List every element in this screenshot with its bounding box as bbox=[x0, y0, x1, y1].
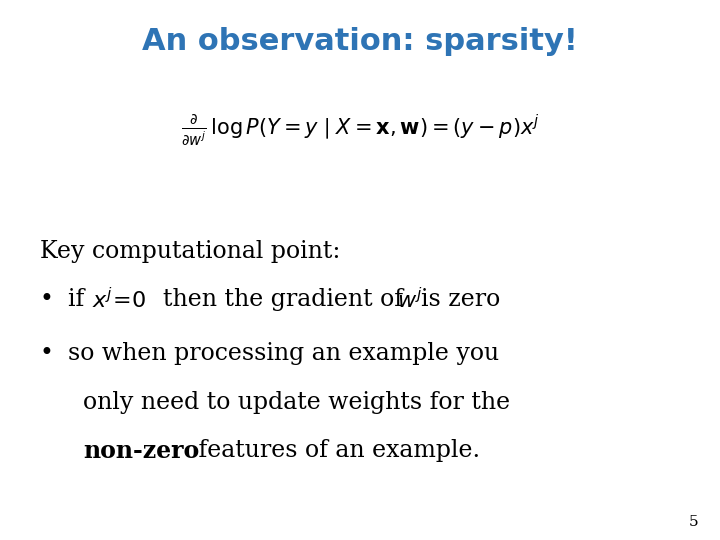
Text: so when processing an example you: so when processing an example you bbox=[68, 342, 500, 365]
Text: $w^j$: $w^j$ bbox=[397, 287, 423, 312]
Text: only need to update weights for the: only need to update weights for the bbox=[83, 391, 510, 414]
Text: •: • bbox=[40, 342, 53, 365]
Text: •: • bbox=[40, 288, 53, 311]
Text: $x^j\!=\!0$: $x^j\!=\!0$ bbox=[92, 287, 147, 312]
Text: features of an example.: features of an example. bbox=[191, 440, 480, 462]
Text: is zero: is zero bbox=[421, 288, 500, 311]
Text: then the gradient of: then the gradient of bbox=[163, 288, 410, 311]
Text: 5: 5 bbox=[689, 515, 698, 529]
Text: An observation: sparsity!: An observation: sparsity! bbox=[142, 27, 578, 56]
Text: $\frac{\partial}{\partial w^j}\,\log P(Y = y \mid X = \mathbf{x}, \mathbf{w}) = : $\frac{\partial}{\partial w^j}\,\log P(Y… bbox=[181, 112, 539, 147]
Text: non-zero: non-zero bbox=[83, 439, 199, 463]
Text: Key computational point:: Key computational point: bbox=[40, 240, 340, 262]
Text: if: if bbox=[68, 288, 92, 311]
